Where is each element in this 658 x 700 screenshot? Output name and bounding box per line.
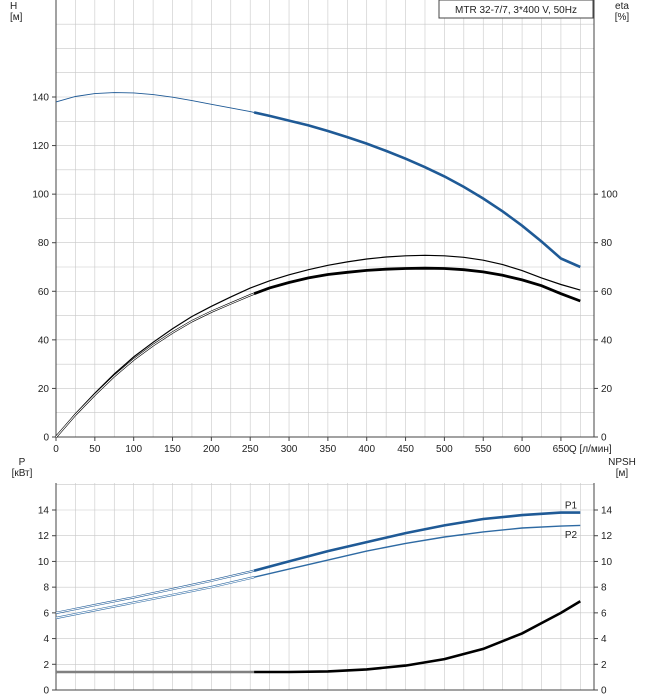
tick-label-x: 500 — [436, 444, 453, 455]
head-curve — [55, 92, 255, 113]
axis-title-y-right: eta — [615, 1, 629, 12]
axis-title-x: Q [л/мин] — [569, 444, 612, 455]
axis-title-y-right: NPSH — [608, 457, 636, 468]
tick-label-x: 450 — [397, 444, 414, 455]
pump-label-box — [438, 0, 594, 19]
tick-label-x: 400 — [358, 444, 375, 455]
tick-label-y-right: 12 — [601, 531, 613, 542]
power-p1-curve — [253, 511, 581, 572]
tick-label-y-left: 14 — [38, 506, 50, 517]
tick-label-y-right: 6 — [601, 608, 607, 619]
tick-label-y-left: 4 — [43, 634, 49, 645]
power-p1-curve — [55, 570, 255, 614]
tick-label-y-left: 12 — [38, 531, 50, 542]
tick-label-y-right: 2 — [601, 660, 607, 671]
tick-label-y-right: 10 — [601, 557, 613, 568]
tick-label-y-left: 6 — [43, 608, 49, 619]
tick-label-x: 250 — [242, 444, 259, 455]
efficiency-curve-pump — [253, 266, 581, 303]
npsh-curve — [254, 600, 581, 674]
tick-label-x: 200 — [203, 444, 220, 455]
tick-label-y-left: 40 — [38, 335, 50, 346]
tick-label-x: 300 — [281, 444, 298, 455]
power-p2-curve — [253, 524, 581, 578]
tick-label-y-left: 140 — [32, 93, 49, 104]
tick-label-x: 100 — [125, 444, 142, 455]
tick-label-y-right: 8 — [601, 583, 607, 594]
tick-label-y-left: 120 — [32, 141, 49, 152]
tick-label-y-left: 20 — [38, 384, 50, 395]
series-label-p2: P2 — [565, 530, 578, 541]
tick-label-y-right: 20 — [601, 384, 613, 395]
axis-title-y-left: P — [19, 457, 26, 468]
tick-label-y-left: 2 — [43, 660, 49, 671]
tick-label-y-right: 40 — [601, 335, 613, 346]
tick-label-x: 550 — [475, 444, 492, 455]
tick-label-y-left: 8 — [43, 583, 49, 594]
tick-label-x: 50 — [89, 444, 101, 455]
tick-label-x: 350 — [320, 444, 337, 455]
efficiency-curve-pump — [55, 292, 255, 438]
tick-label-x: 150 — [164, 444, 181, 455]
tick-label-y-right: 14 — [601, 506, 613, 517]
tick-label-y-left: 100 — [32, 190, 49, 201]
efficiency-curve-pump — [55, 293, 255, 438]
power-p2-curve — [55, 576, 255, 619]
tick-label-y-left: 0 — [43, 686, 49, 697]
head-curve — [253, 111, 581, 269]
tick-label-y-right: 0 — [601, 433, 607, 444]
pump-label: MTR 32-7/7, 3*400 V, 50Hz — [455, 5, 577, 16]
tick-label-y-left: 80 — [38, 238, 50, 249]
axis-title-y-left: [кВт] — [12, 468, 33, 479]
tick-label-y-right: 0 — [601, 686, 607, 697]
axis-title-y-left: [м] — [10, 12, 23, 23]
tick-label-y-left: 0 — [43, 433, 49, 444]
tick-label-x: 600 — [514, 444, 531, 455]
tick-label-y-left: 10 — [38, 557, 50, 568]
series-label-p1: P1 — [565, 501, 578, 512]
tick-label-y-right: 60 — [601, 287, 613, 298]
tick-label-y-right: 100 — [601, 190, 618, 201]
axis-title-y-left: H — [10, 1, 17, 12]
tick-label-x: 0 — [53, 444, 59, 455]
tick-label-y-right: 80 — [601, 238, 613, 249]
tick-label-y-left: 60 — [38, 287, 50, 298]
axis-title-y-right: [м] — [616, 468, 629, 479]
efficiency-curve-total — [55, 254, 581, 438]
axis-title-y-right: [%] — [615, 12, 630, 23]
tick-label-y-right: 4 — [601, 634, 607, 645]
tick-label-x: 650 — [553, 444, 570, 455]
